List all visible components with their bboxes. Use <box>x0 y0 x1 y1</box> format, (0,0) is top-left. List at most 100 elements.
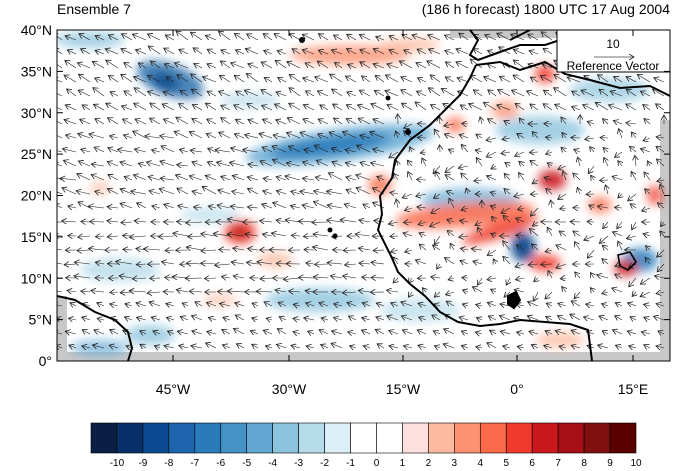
wind-vector <box>597 75 609 83</box>
wind-vector <box>374 220 385 222</box>
wind-vector <box>555 104 567 111</box>
wind-vector <box>65 36 77 40</box>
wind-vector <box>459 134 469 138</box>
wind-vector <box>604 157 608 167</box>
wind-vector <box>313 234 329 236</box>
wind-vector <box>375 329 385 334</box>
wind-vector <box>640 149 651 152</box>
wind-vector <box>448 149 454 152</box>
wind-vector <box>166 304 175 306</box>
colorbar-swatch <box>350 422 377 454</box>
colorbar-label: 5 <box>503 458 509 469</box>
colorbar-label: -7 <box>190 458 199 469</box>
wind-vector <box>585 138 595 139</box>
wind-vector <box>462 304 469 306</box>
wind-vector <box>123 135 133 138</box>
wind-vector <box>571 301 581 307</box>
wind-vector <box>222 329 231 334</box>
wind-vector <box>165 250 175 251</box>
wind-vector <box>77 174 91 181</box>
wind-vector <box>191 346 203 348</box>
colorbar-swatch <box>168 422 196 454</box>
wind-vector <box>516 218 525 222</box>
wind-vector <box>490 206 497 208</box>
wind-vector <box>602 292 609 294</box>
wind-vector <box>544 345 553 348</box>
wind-vector <box>217 205 231 208</box>
wind-vector <box>95 191 105 194</box>
wind-vector <box>186 263 203 264</box>
wind-vector <box>419 244 427 251</box>
wind-vector <box>647 161 650 166</box>
wind-vector <box>583 317 595 320</box>
wind-vector <box>92 345 105 348</box>
wind-vector <box>416 194 427 196</box>
wind-vector <box>298 277 315 278</box>
wind-vector <box>261 90 273 97</box>
wind-vector <box>330 74 343 83</box>
wind-vector <box>308 331 315 334</box>
lon-tick-label: 0° <box>510 381 523 397</box>
wind-vector <box>487 249 497 256</box>
wind-vector <box>176 31 189 41</box>
wind-vector <box>248 64 259 68</box>
wind-vector <box>532 180 539 184</box>
wind-vector <box>283 278 301 280</box>
wind-vector <box>229 162 245 166</box>
wind-vector <box>613 120 623 124</box>
wind-vector <box>631 132 636 139</box>
wind-vector <box>153 331 161 334</box>
wind-vector <box>404 208 413 211</box>
wind-vector <box>167 331 175 334</box>
wind-vector <box>315 177 329 180</box>
wind-vector <box>149 191 161 194</box>
wind-vector <box>417 78 427 82</box>
wind-vector <box>134 88 147 97</box>
wind-vector <box>660 222 664 227</box>
wind-vector <box>590 288 594 292</box>
wind-vector <box>375 75 385 83</box>
wind-vector <box>265 346 273 348</box>
wind-vector <box>191 89 203 97</box>
wind-vector <box>263 191 273 194</box>
wind-vector <box>432 245 441 250</box>
wind-vector <box>235 50 245 54</box>
wind-vector <box>177 75 189 83</box>
wind-vector <box>76 191 91 194</box>
wind-vector <box>626 77 637 83</box>
wind-vector <box>358 248 371 250</box>
wind-vector <box>356 175 371 181</box>
wind-vector <box>385 75 399 83</box>
wind-vector <box>560 208 567 209</box>
wind-vector <box>590 273 594 278</box>
wind-vector <box>657 180 665 181</box>
wind-vector <box>110 304 119 306</box>
wind-vector <box>561 117 566 125</box>
wind-vector <box>159 189 175 195</box>
wind-vector <box>82 330 91 334</box>
wind-vector <box>389 331 399 334</box>
wind-vector <box>371 104 385 111</box>
wind-vector <box>78 236 91 237</box>
wind-vector <box>433 165 441 174</box>
wind-vector <box>656 346 665 348</box>
wind-vector <box>654 316 665 320</box>
wind-vector <box>276 344 287 348</box>
wind-vector <box>163 92 175 96</box>
wind-vector <box>418 345 427 348</box>
wind-vector <box>628 193 637 201</box>
wind-vector <box>626 104 637 111</box>
wind-vector <box>388 222 399 224</box>
wind-vector <box>343 276 357 278</box>
wind-vector <box>500 331 511 334</box>
wind-vector <box>227 219 245 222</box>
wind-vector <box>109 136 119 138</box>
wind-vector <box>543 48 553 55</box>
wind-vector <box>503 241 511 251</box>
wind-vector <box>402 34 413 41</box>
wind-vector <box>445 62 455 69</box>
wind-vector <box>597 275 609 278</box>
wind-vector <box>515 103 525 111</box>
wind-vector <box>603 119 609 125</box>
wind-vector <box>528 264 539 265</box>
